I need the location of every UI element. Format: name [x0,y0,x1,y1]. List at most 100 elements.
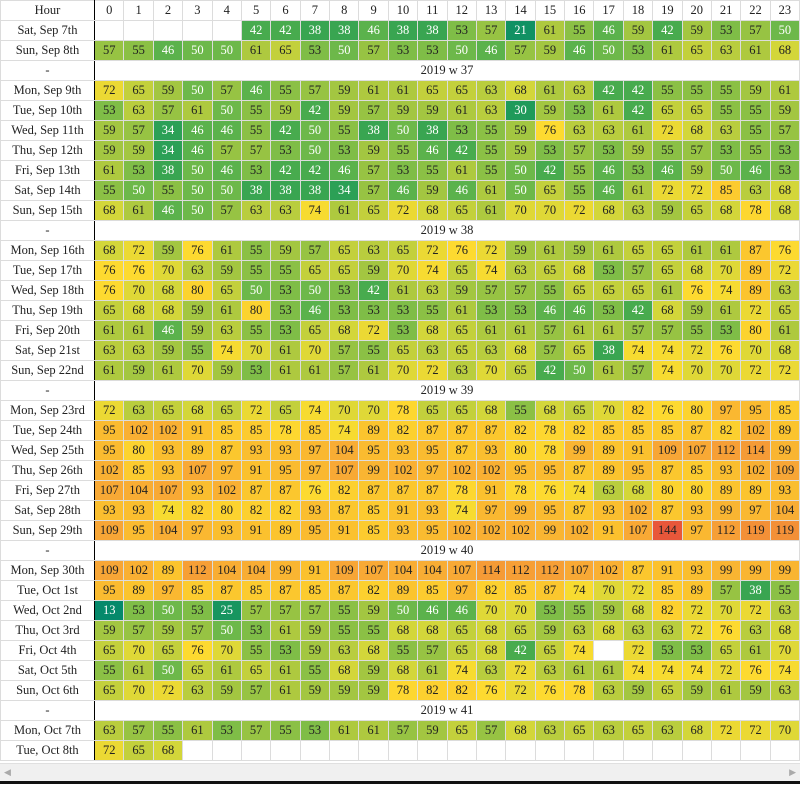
heatmap-cell: 65 [152,640,184,661]
heatmap-cell: 102 [475,460,507,481]
heatmap-cell: 57 [299,240,331,261]
heatmap-cell: 65 [563,720,595,741]
empty-cell [652,740,683,761]
heatmap-cell: 63 [534,720,566,741]
heatmap-cell: 55 [328,620,360,641]
heatmap-cell: 70 [740,340,771,361]
empty-cell [182,20,213,41]
empty-cell [270,740,301,761]
day-row: Thu, Sep 12th 59 59 34 46 57 57 53 50 53 59 55 46 42 5… [0,140,800,161]
heatmap-cell: 61 [652,280,683,301]
heatmap-cell: 57 [240,140,272,161]
heatmap-cell: 74 [710,280,742,301]
heatmap-cell: 99 [270,560,301,581]
heatmap-cell: 46 [417,600,448,621]
heatmap-cell: 50 [123,180,154,201]
heatmap-cell: 61 [417,660,448,681]
heatmap-cell: 74 [299,200,331,221]
heatmap-cell: 53 [593,260,624,281]
heatmap-cell: 65 [652,240,683,261]
heatmap-cell: 104 [417,560,448,581]
heatmap-cell: 85 [299,580,331,601]
heatmap-cell: 61 [328,200,360,221]
horizontal-scrollbar[interactable]: ◀ ▶ [0,763,800,781]
heatmap-cell: 53 [534,600,566,621]
heatmap-cell: 65 [446,80,477,101]
heatmap-cell: 97 [740,500,771,521]
heatmap-cell: 65 [182,660,213,681]
heatmap-cell: 53 [93,100,125,121]
heatmap-cell: 99 [358,460,389,481]
heatmap-cell: 42 [622,100,654,121]
heatmap-cell: 63 [505,260,536,281]
heatmap-cell: 59 [681,300,712,321]
empty-cell [740,740,771,761]
heatmap-cell: 87 [328,500,360,521]
heatmap-cell: 42 [446,140,477,161]
heatmap-cell: 70 [475,600,507,621]
heatmap-cell: 65 [593,280,624,301]
hour-tick-label: 17 [593,0,624,21]
heatmap-cell: 68 [593,620,624,641]
heatmap-cell: 61 [593,100,624,121]
heatmap-cell: 53 [710,320,742,341]
heatmap-cell: 93 [593,500,624,521]
hour-tick-label: 21 [710,0,742,21]
heatmap-cell: 87 [681,420,712,441]
header-row: Hour 0 1 2 3 4 5 6 7 8 9 10 11 12 13 14 15 16 17 18 19 20 21 22… [0,0,800,21]
heatmap-cell: 61 [534,80,566,101]
heatmap-cell: 68 [505,80,536,101]
heatmap-cell: 68 [475,400,507,421]
heatmap-cell: 61 [299,360,331,381]
heatmap-cell: 55 [681,320,712,341]
heatmap-cell: 72 [652,180,683,201]
heatmap-cell: 50 [182,160,213,181]
heatmap-cell: 53 [710,140,742,161]
heatmap-cell: 57 [475,280,507,301]
heatmap-cell: 53 [270,280,301,301]
empty-cell [387,740,419,761]
heatmap-cell: 76 [710,340,742,361]
heatmap-cell: 53 [270,320,301,341]
heatmap-cell: 70 [123,680,154,701]
heatmap-cell: 61 [652,40,683,61]
heatmap-cell: 50 [710,160,742,181]
hour-tick-label: 0 [93,0,125,21]
heatmap-cell: 70 [387,360,419,381]
day-row: Sun, Oct 6th 65 70 72 63 59 57 61 59 59 59 78 82 82 76… [0,680,800,701]
heatmap-cell: 61 [563,320,595,341]
heatmap-cell: 57 [152,100,184,121]
heatmap-cell: 57 [358,40,389,61]
heatmap-cell: 99 [505,500,536,521]
heatmap-cell: 107 [681,440,712,461]
heatmap-cell: 102 [446,520,477,541]
heatmap-cell: 50 [299,140,331,161]
day-label: Mon, Sep 9th [0,80,95,101]
heatmap-cell: 112 [182,560,213,581]
heatmap-cell: 76 [123,260,154,281]
heatmap-cell: 61 [123,660,154,681]
heatmap-cell: 104 [123,480,154,501]
heatmap-cell: 70 [152,260,184,281]
heatmap-cell: 80 [211,500,242,521]
heatmap-cell: 91 [593,520,624,541]
heatmap-cell: 72 [93,80,125,101]
scroll-left-arrow-icon[interactable]: ◀ [4,767,11,777]
heatmap-cell: 42 [358,280,389,301]
heatmap-cell: 57 [534,320,566,341]
heatmap-cell: 34 [152,120,184,141]
heatmap-cell: 55 [270,260,301,281]
heatmap-cell: 87 [446,420,477,441]
empty-cell [710,740,742,761]
day-row: Fri, Sep 20th 61 61 46 59 63 55 53 65 68 72 53 68 65 6… [0,320,800,341]
heatmap-cell: 61 [387,280,419,301]
heatmap-cell: 50 [182,80,213,101]
week-row-label: - [0,380,95,401]
scroll-right-arrow-icon[interactable]: ▶ [789,767,796,777]
heatmap-cell: 63 [740,180,771,201]
heatmap-cell: 89 [740,260,771,281]
day-label: Wed, Sep 11th [0,120,95,141]
heatmap-cell: 72 [769,360,800,381]
heatmap-cell: 72 [740,720,771,741]
heatmap-cell: 55 [240,320,272,341]
